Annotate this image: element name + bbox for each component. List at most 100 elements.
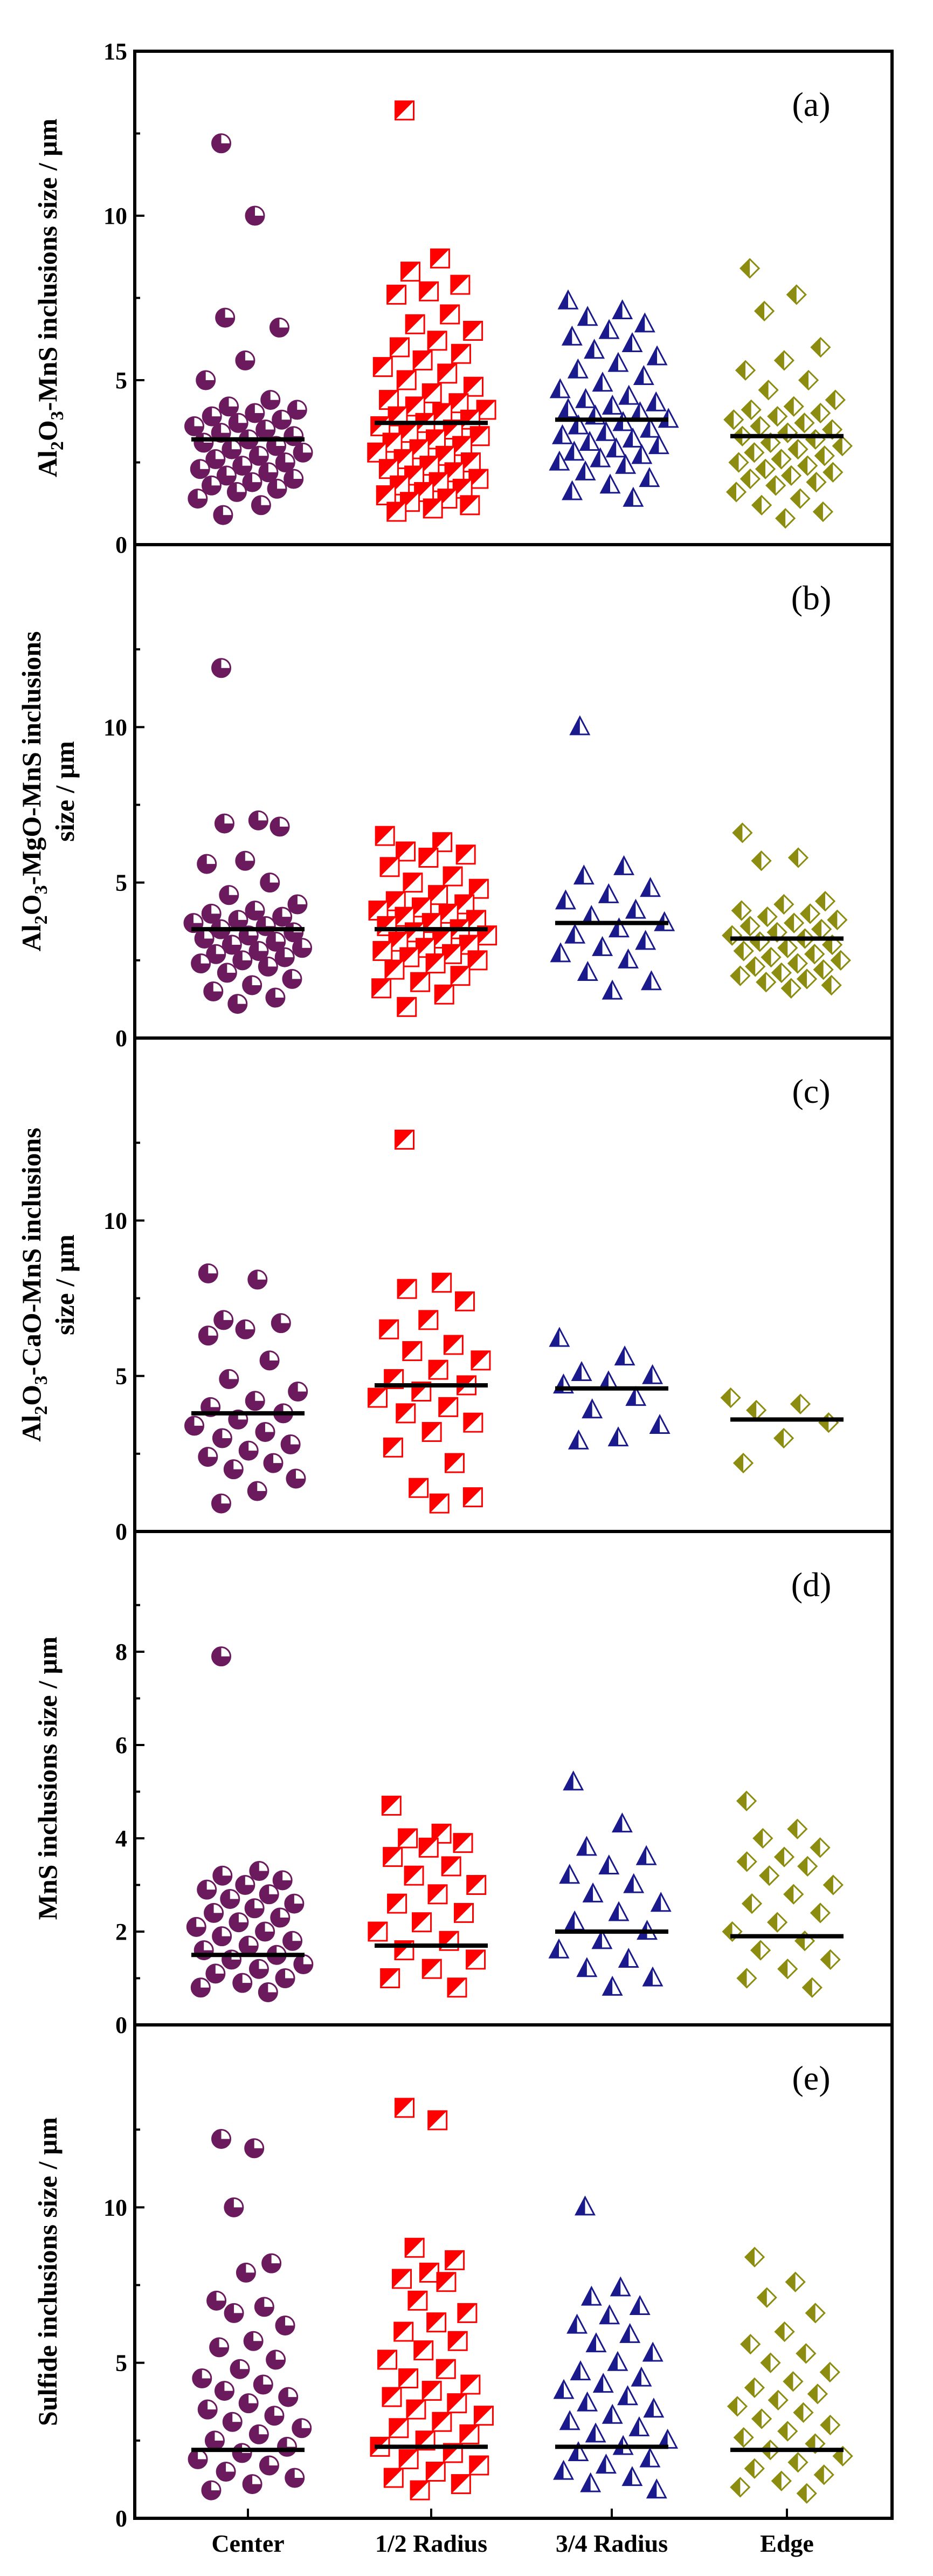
data-point-edge [777, 937, 798, 958]
data-point-edge [819, 2361, 840, 2383]
data-point-center [260, 873, 280, 893]
data-point-center [198, 1263, 218, 1283]
data-point-center [266, 2350, 286, 2370]
data-point-edge [755, 458, 776, 479]
data-point-3-4-radius [635, 930, 656, 950]
data-point-edge [775, 508, 796, 529]
data-point-3-4-radius [576, 1836, 597, 1856]
data-point-1-2-radius [410, 972, 431, 992]
data-point-1-2-radius [467, 950, 488, 971]
data-point-1-2-radius [460, 495, 480, 516]
data-point-1-2-radius [421, 383, 442, 403]
series-3-4-radius [548, 1770, 672, 1996]
data-point-3-4-radius [559, 2410, 580, 2430]
y-tick-label: 10 [103, 714, 127, 740]
data-point-3-4-radius [599, 473, 621, 494]
data-point-1-2-radius [437, 363, 458, 384]
data-point-3-4-radius [612, 299, 633, 319]
data-point-edge [732, 1453, 754, 1474]
data-point-1-2-radius [387, 1893, 407, 1914]
data-point-1-2-radius [379, 857, 400, 877]
data-point-center [260, 390, 281, 410]
data-point-1-2-radius [421, 1421, 442, 1442]
data-point-1-2-radius [418, 1310, 439, 1330]
data-point-3-4-radius [649, 1414, 671, 1434]
data-point-center [282, 968, 302, 989]
data-point-edge [740, 468, 761, 490]
data-point-edge [786, 284, 807, 305]
series-3-4-radius [553, 2195, 679, 2499]
data-point-1-2-radius [397, 1279, 417, 1299]
data-point-edge [783, 396, 804, 417]
data-point-center [201, 475, 222, 496]
data-point-center [215, 307, 236, 328]
data-point-center [190, 459, 210, 479]
data-point-edge [740, 916, 761, 937]
data-point-edge [783, 1884, 804, 1905]
data-point-edge [771, 962, 792, 984]
data-point-center [224, 2197, 244, 2217]
data-point-edge [746, 1399, 767, 1421]
data-point-edge [758, 380, 779, 401]
data-point-1-2-radius [409, 1478, 429, 1498]
data-point-1-2-radius [386, 284, 407, 305]
data-point-center [222, 2412, 243, 2432]
data-point-center [277, 2436, 298, 2457]
data-point-center [230, 2359, 250, 2379]
data-point-center [282, 1931, 303, 1951]
data-point-edge [754, 300, 775, 322]
data-point-3-4-radius [564, 1910, 585, 1931]
data-point-center [201, 2480, 222, 2501]
data-point-center [255, 1921, 275, 1942]
data-point-edge [810, 1902, 831, 1924]
data-point-center [269, 317, 289, 338]
data-point-center [287, 894, 308, 915]
data-point-1-2-radius [434, 984, 454, 1005]
data-point-3-4-radius [580, 2285, 602, 2306]
data-point-1-2-radius [419, 2262, 439, 2283]
series-center [188, 2128, 312, 2501]
data-point-edge [780, 978, 801, 999]
data-point-1-2-radius [396, 1403, 416, 1424]
data-point-center [223, 1459, 244, 1480]
data-point-1-2-radius [419, 281, 439, 301]
data-point-edge [773, 894, 794, 915]
data-point-center [243, 2331, 264, 2351]
data-point-1-2-radius [462, 1487, 483, 1508]
data-point-center [213, 1310, 234, 1330]
data-point-1-2-radius [428, 1359, 448, 1380]
data-point-edge [773, 1427, 794, 1449]
data-point-edge [767, 406, 788, 427]
data-point-center [224, 2303, 244, 2323]
data-point-1-2-radius [460, 2374, 481, 2395]
data-point-edge [725, 482, 747, 503]
data-point-3-4-radius [622, 427, 644, 448]
data-point-3-4-radius [623, 486, 644, 507]
data-point-edge [750, 1940, 771, 1961]
y-tick-label: 8 [115, 1639, 127, 1665]
data-point-center [209, 2337, 230, 2358]
x-tick-label-1-2-radius: 1/2 Radius [375, 2530, 487, 2557]
data-point-1-2-radius [425, 429, 446, 450]
panel-label: (e) [792, 2059, 830, 2097]
data-point-center [272, 1870, 293, 1891]
data-point-edge [787, 847, 809, 868]
data-point-center [275, 452, 295, 472]
data-point-1-2-radius [395, 100, 414, 121]
data-point-1-2-radius [402, 1341, 423, 1362]
data-point-edge [794, 413, 815, 434]
data-point-1-2-radius [468, 878, 489, 899]
y-axis-label: size / μm [50, 741, 80, 842]
data-point-3-4-radius [618, 1947, 639, 1968]
data-point-3-4-radius [575, 388, 597, 408]
data-point-1-2-radius [463, 376, 483, 397]
data-point-3-4-radius [561, 325, 583, 346]
y-tick-label: 0 [115, 2505, 127, 2532]
data-point-3-4-radius [557, 289, 579, 310]
data-point-3-4-radius [646, 2478, 667, 2499]
data-point-3-4-radius [571, 1361, 592, 1381]
data-point-3-4-radius [580, 2472, 602, 2492]
data-point-center [251, 495, 271, 516]
data-point-center [288, 1382, 308, 1402]
data-point-3-4-radius [635, 1845, 657, 1865]
